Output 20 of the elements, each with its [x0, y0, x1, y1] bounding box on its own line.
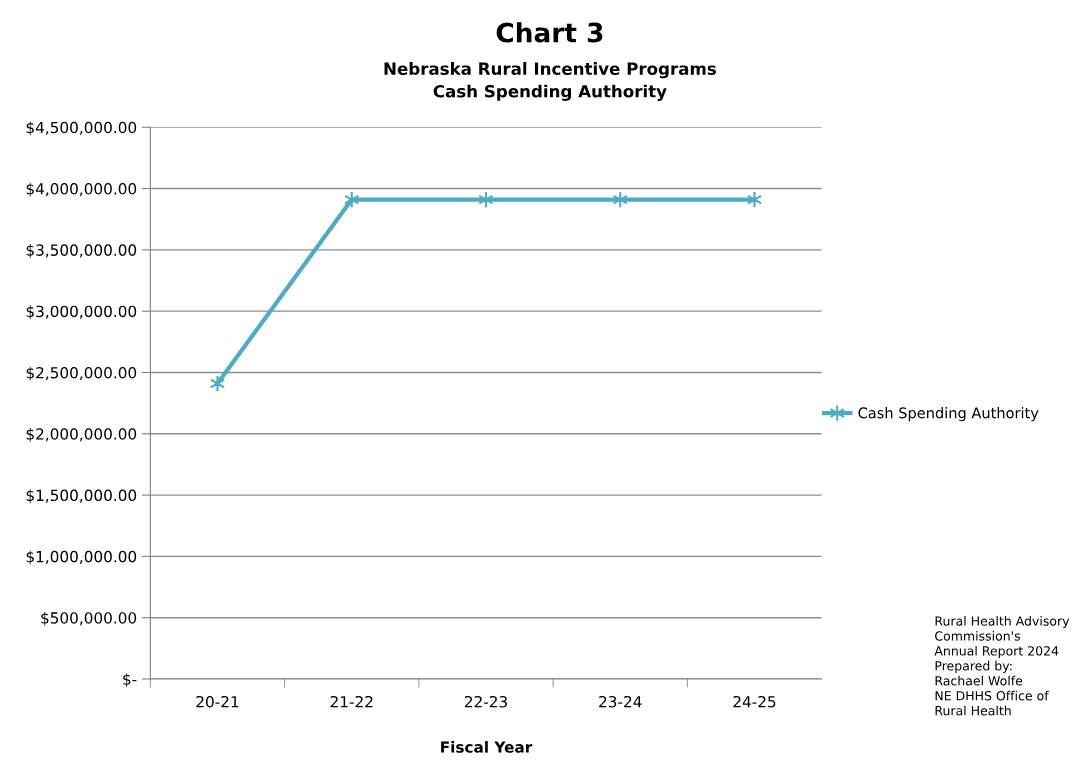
y-tick-label: $1,000,000.00 — [26, 550, 137, 565]
text: Rural Health Advisory Commission's Annual Report 2024 Prepared by: Rachael Wolfe NE DHHS Office of Rural Health — [934, 616, 1070, 716]
legend-label: Cash Spending Authority — [858, 407, 1039, 422]
x-tick-label: 21-22 — [330, 695, 373, 708]
y-tick-label: $1,500,000.00 — [26, 489, 137, 504]
y-tick-label: $3,000,000.00 — [26, 305, 137, 320]
y-tick-label: $500,000.00 — [41, 611, 137, 626]
chart-subtitle: Nebraska Rural Incentive Programs Cash Spending Authority — [384, 62, 716, 101]
x-tick-label: 22-23 — [464, 695, 507, 708]
x-axis-title: Fiscal Year — [441, 741, 533, 753]
x-tick-label: 24-25 — [733, 695, 776, 708]
x-tick-label: 23-24 — [599, 695, 642, 708]
y-tick-label: $3,500,000.00 — [26, 244, 137, 258]
y-tick-label: $2,500,000.00 — [26, 366, 137, 381]
y-tick-label: $4,500,000.00 — [26, 121, 137, 136]
y-tick-label: $2,000,000.00 — [26, 427, 137, 442]
chart-title: Chart 3 — [496, 22, 603, 43]
y-tick-label: $4,000,000.00 — [26, 182, 137, 197]
x-tick-label: 20-21 — [196, 695, 239, 708]
y-tick-label: $- — [123, 673, 137, 688]
